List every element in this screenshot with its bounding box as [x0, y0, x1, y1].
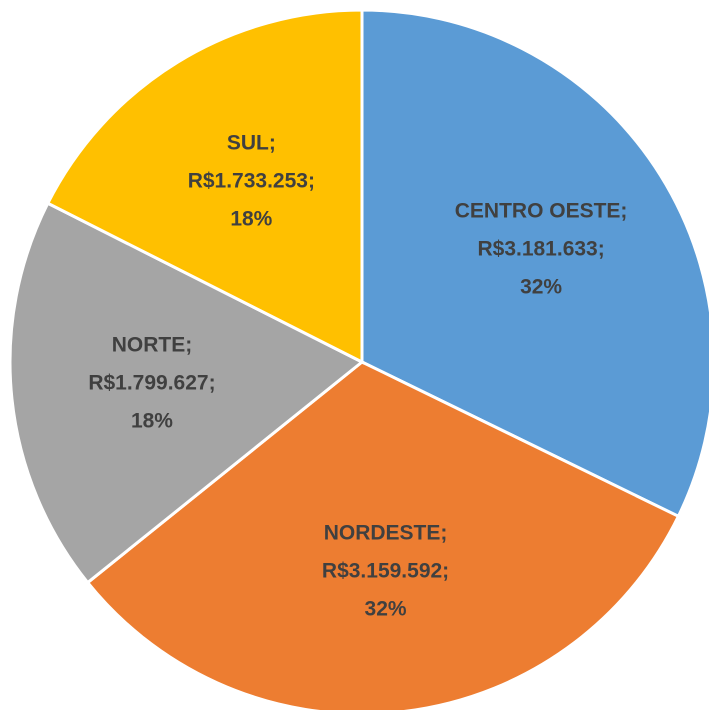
slice-category-label: CENTRO OESTE; [455, 200, 628, 223]
slice-category-label: NORDESTE; [324, 521, 448, 544]
pie-slice [45, 8, 364, 365]
slice-percent-label: 18% [230, 208, 272, 231]
pie-slice [85, 360, 681, 710]
slice-value-label: R$3.159.592; [322, 559, 449, 582]
slice-category-label: SUL; [227, 132, 276, 155]
slice-percent-label: 32% [520, 276, 562, 299]
slice-value-label: R$1.733.253; [188, 170, 315, 193]
slice-percent-label: 18% [131, 410, 173, 433]
pie-slice [8, 201, 365, 585]
slice-category-label: NORTE; [112, 334, 193, 357]
slice-value-label: R$1.799.627; [88, 372, 215, 395]
slice-percent-label: 32% [365, 597, 407, 620]
slice-value-label: R$3.181.633; [477, 238, 604, 261]
